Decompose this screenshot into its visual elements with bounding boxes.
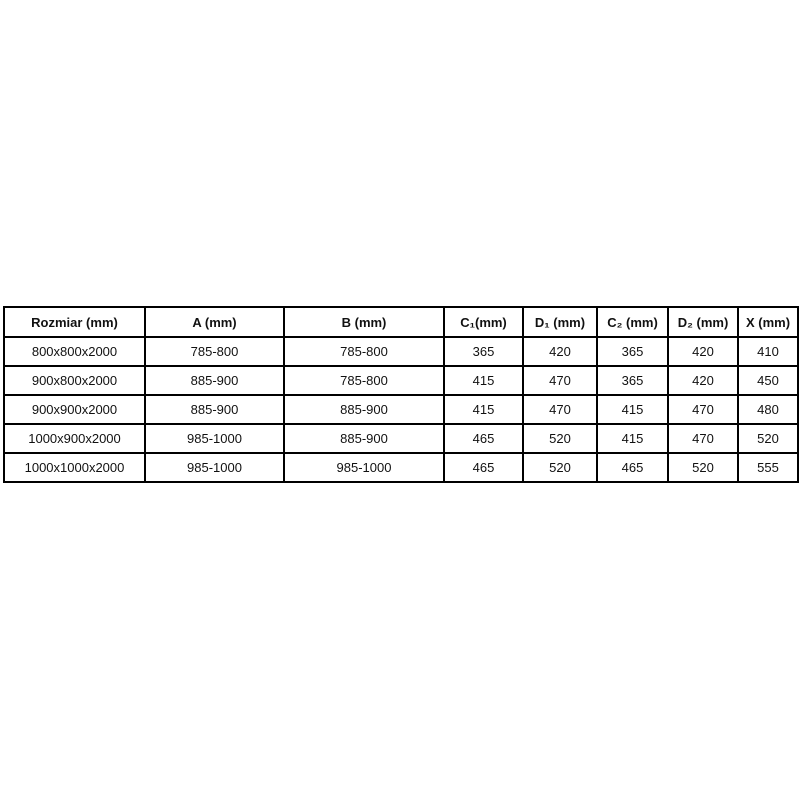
- table-cell: 470: [667, 423, 739, 454]
- column-header: B (mm): [283, 306, 445, 338]
- table-cell: 785-800: [283, 365, 445, 396]
- column-header: Rozmiar (mm): [3, 306, 146, 338]
- column-header: C₁(mm): [443, 306, 524, 338]
- table-cell: 410: [737, 336, 799, 367]
- table-cell: 885-900: [144, 365, 285, 396]
- table-cell: 470: [667, 394, 739, 425]
- table-cell: 415: [596, 394, 669, 425]
- table-cell: 900x800x2000: [3, 365, 146, 396]
- table-cell: 985-1000: [144, 452, 285, 483]
- table-cell: 365: [443, 336, 524, 367]
- table-cell: 465: [443, 423, 524, 454]
- table-cell: 885-900: [283, 423, 445, 454]
- table-cell: 800x800x2000: [3, 336, 146, 367]
- table-header: Rozmiar (mm) A (mm) B (mm) C₁(mm) D₁ (mm) C₂ …: [3, 306, 799, 338]
- table-cell: 480: [737, 394, 799, 425]
- table-cell: 420: [667, 336, 739, 367]
- table-cell: 885-900: [144, 394, 285, 425]
- table-cell: 1000x900x2000: [3, 423, 146, 454]
- table-cell: 520: [522, 423, 598, 454]
- column-header: D₁ (mm): [522, 306, 598, 338]
- table-cell: 520: [522, 452, 598, 483]
- table-cell: 885-900: [283, 394, 445, 425]
- table-cell: 1000x1000x2000: [3, 452, 146, 483]
- table-cell: 465: [443, 452, 524, 483]
- dimensions-table: Rozmiar (mm) A (mm) B (mm) C₁(mm) D₁ (mm) C₂ …: [3, 306, 799, 483]
- column-header: D₂ (mm): [667, 306, 739, 338]
- table-cell: 365: [596, 365, 669, 396]
- table-cell: 450: [737, 365, 799, 396]
- table-cell: 415: [443, 394, 524, 425]
- table-cell: 415: [443, 365, 524, 396]
- table-cell: 420: [667, 365, 739, 396]
- table-cell: 785-800: [144, 336, 285, 367]
- table-cell: 470: [522, 365, 598, 396]
- table-row: 1000x900x2000 985-1000 885-900 465 520 415 470…: [3, 423, 799, 454]
- table-cell: 415: [596, 423, 669, 454]
- table-row: 800x800x2000 785-800 785-800 365 420 365 420 41…: [3, 336, 799, 367]
- table-cell: 520: [737, 423, 799, 454]
- table-body: 800x800x2000 785-800 785-800 365 420 365 420 41…: [3, 336, 799, 483]
- column-header: A (mm): [144, 306, 285, 338]
- table-row: 1000x1000x2000 985-1000 985-1000 465 520 465 5…: [3, 452, 799, 483]
- table-cell: 420: [522, 336, 598, 367]
- table-cell: 785-800: [283, 336, 445, 367]
- table-cell: 555: [737, 452, 799, 483]
- table-cell: 900x900x2000: [3, 394, 146, 425]
- table-cell: 465: [596, 452, 669, 483]
- column-header: C₂ (mm): [596, 306, 669, 338]
- table-row: 900x800x2000 885-900 785-800 415 470 365 420 45…: [3, 365, 799, 396]
- table-cell: 470: [522, 394, 598, 425]
- table-header-row: Rozmiar (mm) A (mm) B (mm) C₁(mm) D₁ (mm) C₂ …: [3, 306, 799, 338]
- table-cell: 985-1000: [144, 423, 285, 454]
- table-cell: 365: [596, 336, 669, 367]
- table-cell: 985-1000: [283, 452, 445, 483]
- column-header: X (mm): [737, 306, 799, 338]
- table-row: 900x900x2000 885-900 885-900 415 470 415 470 48…: [3, 394, 799, 425]
- table-cell: 520: [667, 452, 739, 483]
